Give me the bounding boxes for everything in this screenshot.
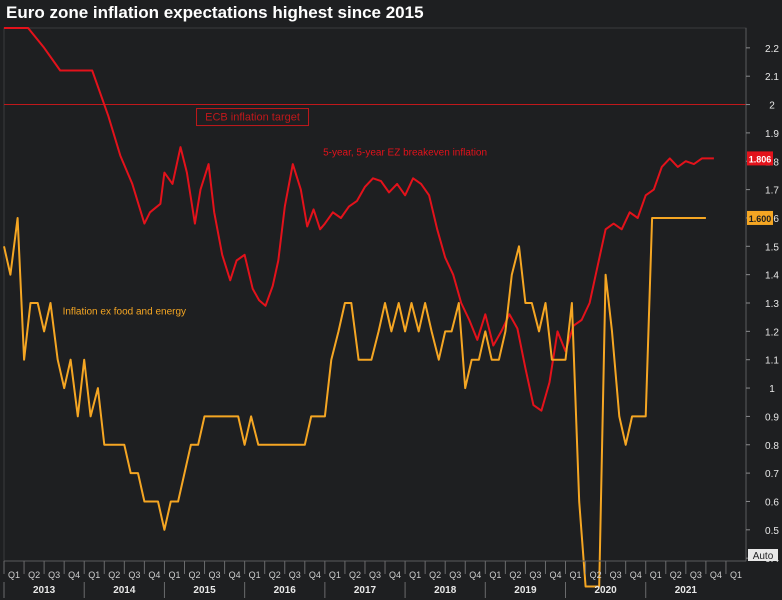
x-quarter-label: Q2 [590, 570, 602, 580]
last-value-badge [747, 151, 773, 166]
x-quarter-label: Q3 [690, 570, 702, 580]
x-year-label: 2017 [354, 585, 377, 596]
y-tick-label: 0.6 [765, 497, 779, 508]
series-layer [3, 27, 714, 588]
y-tick-label: 1.7 [765, 186, 779, 197]
reference-line-group: ECB inflation target [4, 104, 746, 127]
ecb-target-label-box [196, 108, 310, 127]
x-quarter-label: Q1 [489, 570, 501, 580]
x-quarter-label: Q3 [209, 570, 221, 580]
series-line-0 [4, 27, 714, 412]
x-year-label: 2018 [434, 585, 457, 596]
last-value-badge [747, 210, 773, 225]
x-quarter-label: Q3 [529, 570, 541, 580]
y-tick-label: 1 [769, 384, 775, 395]
x-quarter-label: Q2 [269, 570, 281, 580]
x-quarter-label: Q1 [730, 570, 742, 580]
x-quarter-label: Q2 [28, 570, 40, 580]
x-year-label: 2014 [113, 585, 136, 596]
x-quarter-label: Q4 [549, 570, 561, 580]
auto-scale-badge [748, 549, 778, 561]
y-tick-label: 1.1 [765, 356, 779, 367]
y-tick-label: 1.5 [765, 242, 779, 253]
y-tick-label: 1.2 [765, 327, 779, 338]
breakeven-series-label: 5-year, 5-year EZ breakeven inflation [323, 148, 487, 159]
y-tick-label: 0.9 [765, 412, 779, 423]
ecb-target-label: ECB inflation target [205, 112, 300, 124]
chart-title: Euro zone inflation expectations highest… [6, 3, 424, 22]
x-year-label: 2019 [514, 585, 537, 596]
y-tick-label: 0.8 [765, 441, 779, 452]
x-quarter-label: Q3 [128, 570, 140, 580]
x-quarter-label: Q1 [249, 570, 261, 580]
y-tick-label: 2.1 [765, 72, 779, 83]
x-quarter-label: Q1 [88, 570, 100, 580]
x-quarter-label: Q2 [349, 570, 361, 580]
core-inflation-series-label: Inflation ex food and energy [63, 306, 186, 317]
x-quarter-label: Q1 [329, 570, 341, 580]
plot-frame [3, 27, 747, 562]
x-quarter-label: Q3 [289, 570, 301, 580]
y-axis: 2.22.121.91.81.71.61.51.41.31.21.110.90.… [745, 28, 779, 565]
x-quarter-label: Q3 [48, 570, 60, 580]
x-quarter-label: Q2 [670, 570, 682, 580]
x-year-label: 2015 [193, 585, 216, 596]
x-quarter-label: Q4 [630, 570, 642, 580]
y-tick-label: 0.7 [765, 469, 779, 480]
last-value-label: 1.600 [749, 214, 772, 224]
y-tick-label: 1.3 [765, 299, 779, 310]
series-line-1 [3, 217, 706, 588]
y-tick-label: 0.5 [765, 526, 779, 537]
y-tick-label: 2 [769, 101, 775, 112]
x-quarter-label: Q4 [469, 570, 481, 580]
x-quarter-label: Q1 [168, 570, 180, 580]
annotations: 5-year, 5-year EZ breakeven inflation Inf… [63, 148, 487, 318]
x-quarter-label: Q3 [610, 570, 622, 580]
x-year-label: 2016 [274, 585, 297, 596]
x-axis: Q1 Q2 Q3 Q4 Q1 Q2 Q3 Q4 Q1 Q2 Q3 Q4 Q1 Q2 Q3 Q4 Q1 Q2 Q3 Q4… [3, 560, 746, 598]
x-quarter-label: Q4 [309, 570, 321, 580]
auto-scale-label: Auto [753, 551, 774, 562]
x-quarter-label: Q1 [8, 570, 20, 580]
y-tick-label: 1.9 [765, 129, 779, 140]
x-quarter-label: Q2 [509, 570, 521, 580]
y-tick-label: 2.2 [765, 44, 779, 55]
x-quarter-label: Q2 [429, 570, 441, 580]
x-quarter-label: Q4 [710, 570, 722, 580]
x-quarter-label: Q1 [409, 570, 421, 580]
x-quarter-label: Q4 [148, 570, 160, 580]
last-value-label: 1.806 [749, 154, 772, 164]
x-quarter-label: Q4 [229, 570, 241, 580]
x-quarter-label: Q2 [189, 570, 201, 580]
x-year-label: 2020 [594, 585, 617, 596]
x-quarter-label: Q3 [449, 570, 461, 580]
x-quarter-label: Q2 [108, 570, 120, 580]
x-year-label: 2021 [675, 585, 698, 596]
x-quarter-label: Q4 [68, 570, 80, 580]
x-quarter-label: Q4 [389, 570, 401, 580]
x-quarter-label: Q3 [369, 570, 381, 580]
x-quarter-label: Q1 [570, 570, 582, 580]
x-quarter-label: Q1 [650, 570, 662, 580]
x-year-label: 2013 [33, 585, 56, 596]
y-tick-label: 1.4 [765, 271, 779, 282]
